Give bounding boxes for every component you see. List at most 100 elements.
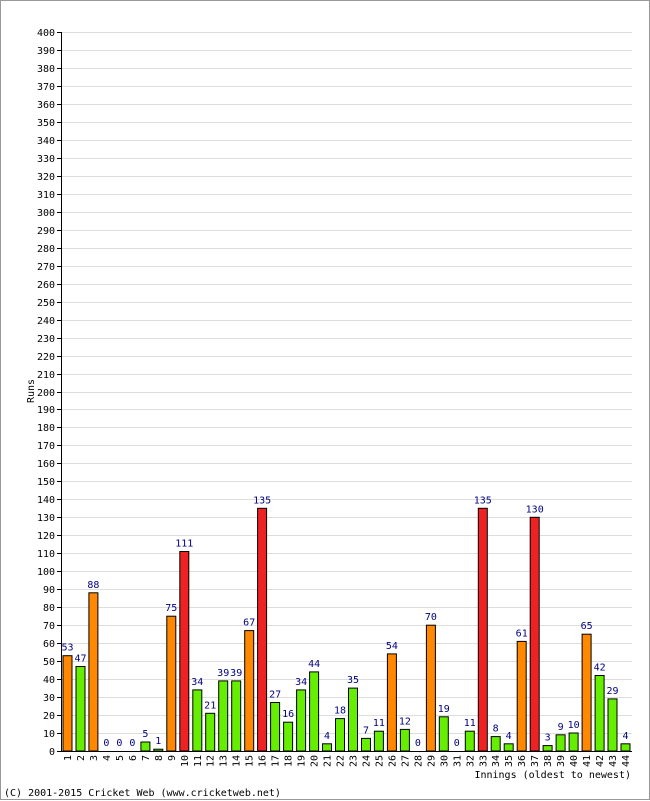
data-label: 0: [103, 738, 109, 749]
y-tick-label: 20: [43, 711, 55, 722]
y-tick-label: 200: [37, 388, 55, 399]
x-tick-label: 34: [491, 755, 502, 767]
y-tick-label: 270: [37, 262, 55, 273]
bar: [309, 671, 320, 752]
bar: [166, 615, 177, 752]
x-tick-label: 26: [387, 755, 398, 767]
y-axis-title: Runs: [26, 379, 37, 403]
x-tick-label: 19: [297, 755, 308, 767]
y-tick-label: 280: [37, 244, 55, 255]
x-tick-label: 17: [271, 755, 282, 767]
x-tick-label: 11: [193, 755, 204, 767]
y-tick-label: 170: [37, 441, 55, 452]
bar: [438, 716, 449, 752]
x-tick-label: 27: [400, 755, 411, 767]
bar: [373, 730, 384, 752]
data-label: 39: [217, 668, 229, 679]
x-tick-label: 42: [595, 755, 606, 767]
bar: [361, 737, 371, 752]
x-axis-title: Innings (oldest to newest): [474, 770, 631, 781]
x-tick-label: 4: [102, 755, 113, 761]
bar: [231, 680, 242, 752]
y-tick-label: 190: [37, 405, 55, 416]
y-tick-label: 400: [37, 28, 55, 39]
bar: [620, 743, 631, 752]
data-label: 3: [545, 733, 551, 744]
bar: [348, 687, 358, 752]
data-label: 0: [129, 738, 135, 749]
bar: [516, 640, 527, 752]
data-label: 4: [622, 731, 628, 742]
data-label: 65: [581, 621, 593, 632]
x-tick-label: 28: [413, 755, 424, 767]
y-tick-label: 90: [43, 585, 55, 596]
y-tick-label: 390: [37, 46, 55, 57]
x-tick-label: 33: [478, 755, 489, 767]
x-tick-label: 29: [426, 755, 437, 767]
data-label: 18: [334, 706, 346, 717]
data-label: 44: [308, 659, 320, 670]
x-tick-label: 12: [206, 755, 217, 767]
x-tick-label: 13: [219, 755, 230, 767]
data-label: 61: [516, 628, 528, 639]
data-label: 70: [425, 612, 437, 623]
x-tick-label: 2: [76, 755, 87, 761]
y-tick-label: 360: [37, 100, 55, 111]
data-label: 19: [438, 704, 450, 715]
bars: [62, 507, 631, 752]
bar: [192, 689, 203, 752]
data-label: 111: [175, 539, 193, 550]
bar: [477, 507, 488, 752]
x-tick-label: 30: [439, 755, 450, 767]
bar: [283, 721, 294, 752]
x-tick-label: 21: [323, 755, 334, 767]
x-tick-label: 32: [465, 755, 476, 767]
data-label: 39: [230, 668, 242, 679]
y-axis-ticks: 0 10 20 30 40 50 60 70 80 90 100 110 120 130 140 150 160…: [37, 28, 61, 758]
x-tick-label: 35: [504, 755, 515, 767]
bar: [386, 653, 397, 752]
bar: [568, 732, 579, 752]
data-label: 4: [324, 731, 330, 742]
y-tick-label: 230: [37, 334, 55, 345]
bar: [244, 630, 255, 752]
bar: [425, 624, 436, 752]
x-tick-label: 6: [128, 755, 139, 761]
x-tick-label: 24: [362, 755, 373, 767]
x-tick-label: 5: [115, 755, 126, 761]
x-tick-label: 43: [608, 755, 619, 767]
x-tick-label: 1: [63, 755, 74, 761]
bar: [75, 666, 86, 752]
y-tick-label: 0: [49, 747, 55, 758]
data-label: 21: [204, 700, 216, 711]
bar: [153, 748, 164, 752]
y-tick-label: 210: [37, 370, 55, 381]
y-tick-label: 150: [37, 477, 55, 488]
bar: [490, 736, 501, 752]
data-label: 16: [282, 709, 294, 720]
y-tick-label: 310: [37, 190, 55, 201]
y-tick-label: 160: [37, 459, 55, 470]
x-tick-label: 7: [141, 755, 152, 761]
data-label: 0: [415, 738, 421, 749]
x-tick-label: 23: [349, 755, 360, 767]
y-tick-label: 340: [37, 136, 55, 147]
y-tick-label: 180: [37, 423, 55, 434]
gridlines: [61, 32, 632, 734]
x-tick-label: 8: [154, 755, 165, 761]
copyright-footer: (C) 2001-2015 Cricket Web (www.cricketwe…: [4, 788, 281, 799]
y-tick-label: 100: [37, 567, 55, 578]
y-tick-label: 300: [37, 208, 55, 219]
bar: [335, 718, 345, 752]
bar: [270, 702, 281, 752]
data-label: 11: [373, 718, 385, 729]
bar: [140, 741, 151, 752]
bar: [399, 728, 410, 752]
x-tick-label: 36: [517, 755, 528, 767]
y-tick-label: 80: [43, 603, 55, 614]
x-tick-label: 38: [543, 755, 554, 767]
y-tick-label: 260: [37, 280, 55, 291]
y-tick-label: 40: [43, 675, 55, 686]
x-tick-label: 15: [245, 755, 256, 767]
